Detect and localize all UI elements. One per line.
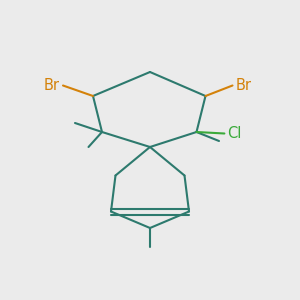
Text: Cl: Cl bbox=[227, 126, 242, 141]
Text: Br: Br bbox=[236, 78, 251, 93]
Text: Br: Br bbox=[44, 78, 60, 93]
